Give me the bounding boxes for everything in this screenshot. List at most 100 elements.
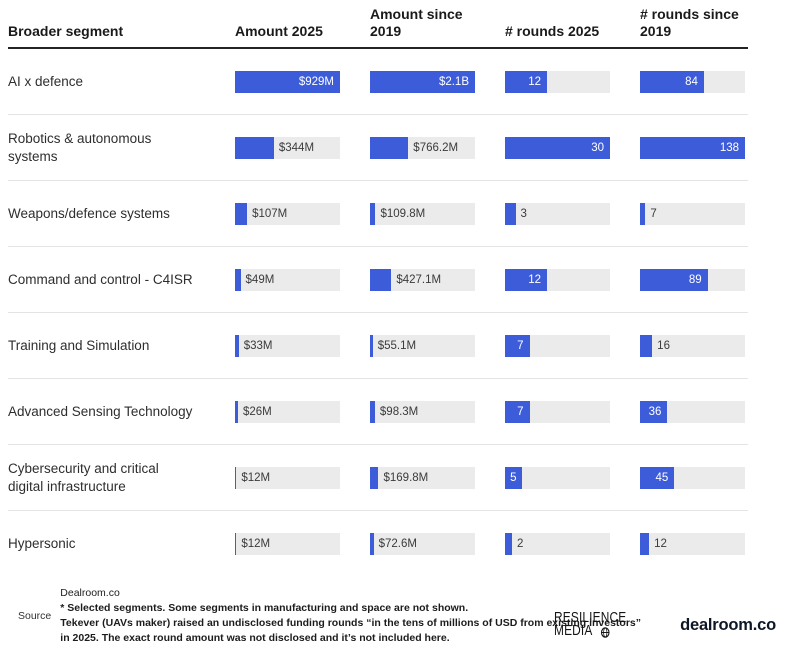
bar-cell-amount-2025: $12M bbox=[235, 466, 340, 489]
bar-track: $929M bbox=[235, 70, 340, 93]
bar-track: 12 bbox=[505, 268, 610, 291]
resilience-logo-line2: MEDIA bbox=[553, 623, 593, 640]
table-row: Robotics & autonomous systems $344M $766.2… bbox=[8, 115, 748, 182]
bar-fill bbox=[370, 202, 376, 225]
bar-fill bbox=[370, 334, 373, 357]
bar-value-label: 7 bbox=[517, 405, 524, 418]
column-header-amount-2025: Amount 2025 bbox=[235, 23, 323, 40]
bar-cell-rounds-since-2019: 36 bbox=[640, 400, 745, 423]
table-row: Training and Simulation $33M $55.1M 7 16 bbox=[8, 313, 748, 380]
bar-track: 84 bbox=[640, 70, 745, 93]
bar-cell-rounds-since-2019: 45 bbox=[640, 466, 745, 489]
bar-value-label: 12 bbox=[528, 273, 541, 286]
bar-track: 7 bbox=[505, 400, 610, 423]
bar-value-label: 45 bbox=[655, 471, 669, 484]
table-row: Cybersecurity and critical digital infra… bbox=[8, 445, 748, 512]
bar-value-label: 5 bbox=[510, 471, 517, 484]
bar-value-label: 12 bbox=[528, 75, 541, 88]
bar-track: $72.6M bbox=[370, 532, 475, 555]
bar-fill bbox=[370, 400, 375, 423]
bar-fill bbox=[235, 532, 237, 555]
bar-fill bbox=[370, 532, 374, 555]
bar-fill bbox=[235, 466, 237, 489]
bar-value-label: 12 bbox=[654, 537, 667, 550]
bar-cell-amount-since-2019: $169.8M bbox=[370, 466, 475, 489]
bar-cell-amount-2025: $929M bbox=[235, 70, 340, 93]
bar-fill: 45 bbox=[640, 466, 675, 489]
bar-value-label: $109.8M bbox=[380, 207, 426, 220]
segment-label: Weapons/defence systems bbox=[8, 205, 170, 221]
bar-cell-amount-2025: $26M bbox=[235, 400, 340, 423]
bar-cell-rounds-2025: 3 bbox=[505, 202, 610, 225]
bar-cell-amount-2025: $33M bbox=[235, 334, 340, 357]
bar-fill bbox=[640, 334, 653, 357]
bar-value-label: $49M bbox=[245, 273, 275, 286]
segment-label: Hypersonic bbox=[8, 535, 76, 551]
bar-fill bbox=[640, 202, 646, 225]
table-row: Advanced Sensing Technology $26M $98.3M 7 36 bbox=[8, 379, 748, 446]
bar-cell-rounds-since-2019: 12 bbox=[640, 532, 745, 555]
bar-track: $2.1B bbox=[370, 70, 475, 93]
resilience-media-logo: RESILIENCE MEDIA bbox=[553, 611, 626, 640]
bar-track: 138 bbox=[640, 136, 745, 159]
bar-value-label: 36 bbox=[648, 405, 662, 418]
table-row: Weapons/defence systems $107M $109.8M 3 7 bbox=[8, 181, 748, 248]
bar-fill: $2.1B bbox=[370, 70, 475, 93]
bar-value-label: 89 bbox=[688, 273, 702, 286]
bar-cell-rounds-since-2019: 89 bbox=[640, 268, 745, 291]
segment-label: Command and control - C4ISR bbox=[8, 271, 193, 287]
bar-fill bbox=[505, 532, 512, 555]
footer: Source Dealroom.co * Selected segments. … bbox=[18, 586, 790, 654]
segment-label: Training and Simulation bbox=[8, 337, 150, 353]
bar-value-label: 3 bbox=[520, 207, 527, 220]
bar-cell-rounds-2025: 30 bbox=[505, 136, 610, 159]
bar-value-label: 84 bbox=[685, 75, 698, 88]
bar-value-label: $12M bbox=[241, 471, 271, 484]
bar-value-label: $55.1M bbox=[377, 339, 417, 352]
bar-cell-amount-since-2019: $766.2M bbox=[370, 136, 475, 159]
footnote-line: Dealroom.co bbox=[60, 587, 120, 600]
table-row: Command and control - C4ISR $49M $427.1M 12… bbox=[8, 247, 748, 314]
bar-track: $12M bbox=[235, 466, 340, 489]
column-header-rounds-2025: # rounds 2025 bbox=[505, 23, 600, 40]
bar-fill: 12 bbox=[505, 70, 547, 93]
bar-track: 12 bbox=[505, 70, 610, 93]
table-row: AI x defence $929M $2.1B 12 84 bbox=[8, 49, 748, 116]
bar-fill bbox=[235, 334, 239, 357]
bar-fill: 30 bbox=[505, 136, 610, 159]
column-header-rounds-since-2019: # rounds since 2019 bbox=[640, 6, 739, 40]
bar-fill bbox=[235, 202, 248, 225]
bar-cell-rounds-2025: 7 bbox=[505, 334, 610, 357]
bar-cell-rounds-since-2019: 138 bbox=[640, 136, 745, 159]
bar-value-label: $72.6M bbox=[378, 537, 417, 550]
globe-icon bbox=[600, 626, 610, 638]
bar-cell-amount-2025: $344M bbox=[235, 136, 340, 159]
bar-cell-rounds-since-2019: 16 bbox=[640, 334, 745, 357]
bar-cell-rounds-2025: 2 bbox=[505, 532, 610, 555]
bar-cell-rounds-2025: 5 bbox=[505, 466, 610, 489]
bar-track: 2 bbox=[505, 532, 610, 555]
column-header-amount-since-2019: Amount since 2019 bbox=[370, 6, 463, 40]
bar-cell-amount-since-2019: $72.6M bbox=[370, 532, 475, 555]
bar-cell-amount-since-2019: $427.1M bbox=[370, 268, 475, 291]
bar-value-label: 2 bbox=[517, 537, 524, 550]
bar-track: $107M bbox=[235, 202, 340, 225]
bar-cell-amount-2025: $49M bbox=[235, 268, 340, 291]
bar-value-label: $33M bbox=[243, 339, 273, 352]
bar-track: 36 bbox=[640, 400, 745, 423]
bar-fill bbox=[235, 136, 274, 159]
bar-fill bbox=[370, 268, 392, 291]
bar-fill bbox=[640, 532, 650, 555]
bar-value-label: $26M bbox=[242, 405, 272, 418]
bar-cell-amount-2025: $107M bbox=[235, 202, 340, 225]
segment-label: Advanced Sensing Technology bbox=[8, 403, 193, 419]
bar-fill: 36 bbox=[640, 400, 668, 423]
bar-fill: $929M bbox=[235, 70, 340, 93]
bar-value-label: $98.3M bbox=[379, 405, 419, 418]
bar-track: 89 bbox=[640, 268, 745, 291]
bar-fill: 5 bbox=[505, 466, 523, 489]
bar-track: $427.1M bbox=[370, 268, 475, 291]
source-label: Source bbox=[18, 609, 52, 622]
bar-fill: 84 bbox=[640, 70, 704, 93]
segment-label: AI x defence bbox=[8, 73, 84, 89]
